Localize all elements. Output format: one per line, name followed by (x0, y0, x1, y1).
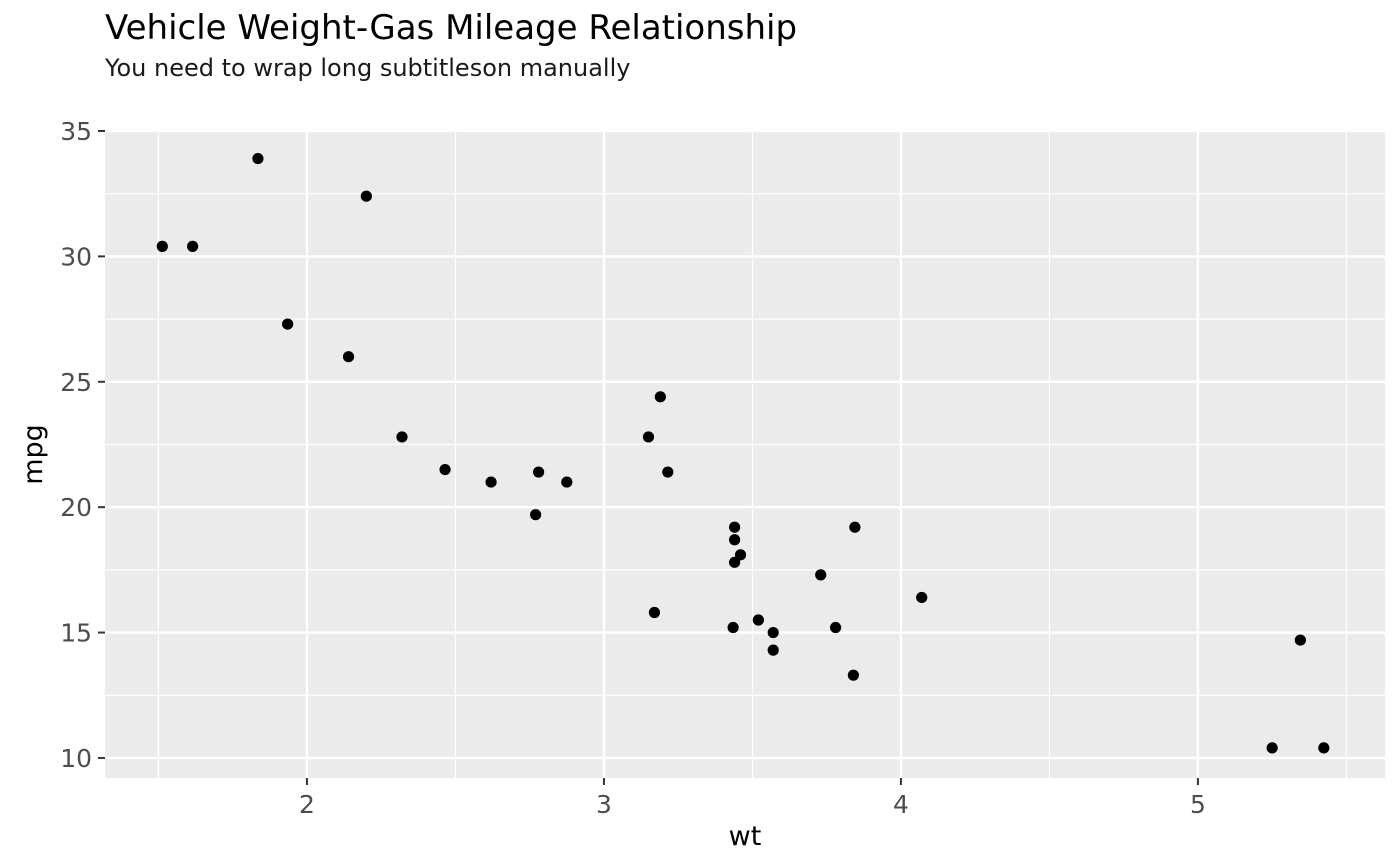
data-point (252, 152, 264, 165)
data-point (1294, 634, 1306, 646)
chart-title: Vehicle Weight-Gas Mileage Relationship (105, 8, 798, 48)
data-point (561, 476, 573, 488)
y-tick-label: 10 (60, 744, 92, 773)
data-point (729, 534, 741, 546)
x-tick-label: 2 (299, 790, 315, 819)
y-axis: 10 15 20 25 30 35 (60, 117, 105, 773)
data-point (342, 351, 355, 363)
data-point (829, 621, 842, 634)
data-point (662, 466, 674, 478)
data-point (1318, 742, 1330, 754)
y-tick-label: 35 (60, 117, 92, 146)
data-point (729, 521, 741, 533)
data-point (530, 509, 542, 521)
data-point (1266, 742, 1278, 754)
data-point (396, 431, 408, 443)
y-tick-label: 20 (60, 493, 92, 522)
data-points (156, 152, 1330, 754)
data-point (485, 476, 497, 488)
y-tick-label: 25 (60, 368, 92, 397)
data-point (752, 614, 764, 626)
y-axis-title: mpg (18, 424, 49, 485)
y-tick-label: 30 (60, 242, 92, 271)
chart-subtitle: You need to wrap long subtitleson manual… (105, 54, 631, 82)
data-point (729, 556, 741, 568)
data-point (654, 391, 666, 403)
data-point (648, 606, 661, 619)
data-point (727, 621, 739, 634)
data-point (360, 190, 372, 202)
data-point (849, 521, 861, 533)
data-point (815, 569, 827, 581)
data-point (156, 240, 168, 252)
x-tick-label: 3 (596, 790, 612, 819)
data-point (847, 669, 859, 681)
data-point (767, 626, 779, 639)
plot-panel (105, 131, 1385, 778)
data-point (916, 591, 928, 604)
data-point (187, 240, 199, 252)
minor-gridlines (105, 131, 1385, 778)
x-tick-label: 4 (893, 790, 909, 819)
x-axis-title: wt (729, 821, 762, 852)
major-gridlines (105, 129, 1385, 778)
data-point (734, 549, 747, 561)
x-tick-label: 5 (1190, 790, 1206, 819)
data-point (642, 431, 655, 443)
data-point (532, 466, 545, 478)
data-point (439, 463, 451, 476)
data-point (767, 644, 779, 656)
data-point (282, 318, 294, 330)
x-axis: 2 3 4 5 (299, 778, 1206, 819)
y-tick-label: 15 (60, 619, 92, 648)
